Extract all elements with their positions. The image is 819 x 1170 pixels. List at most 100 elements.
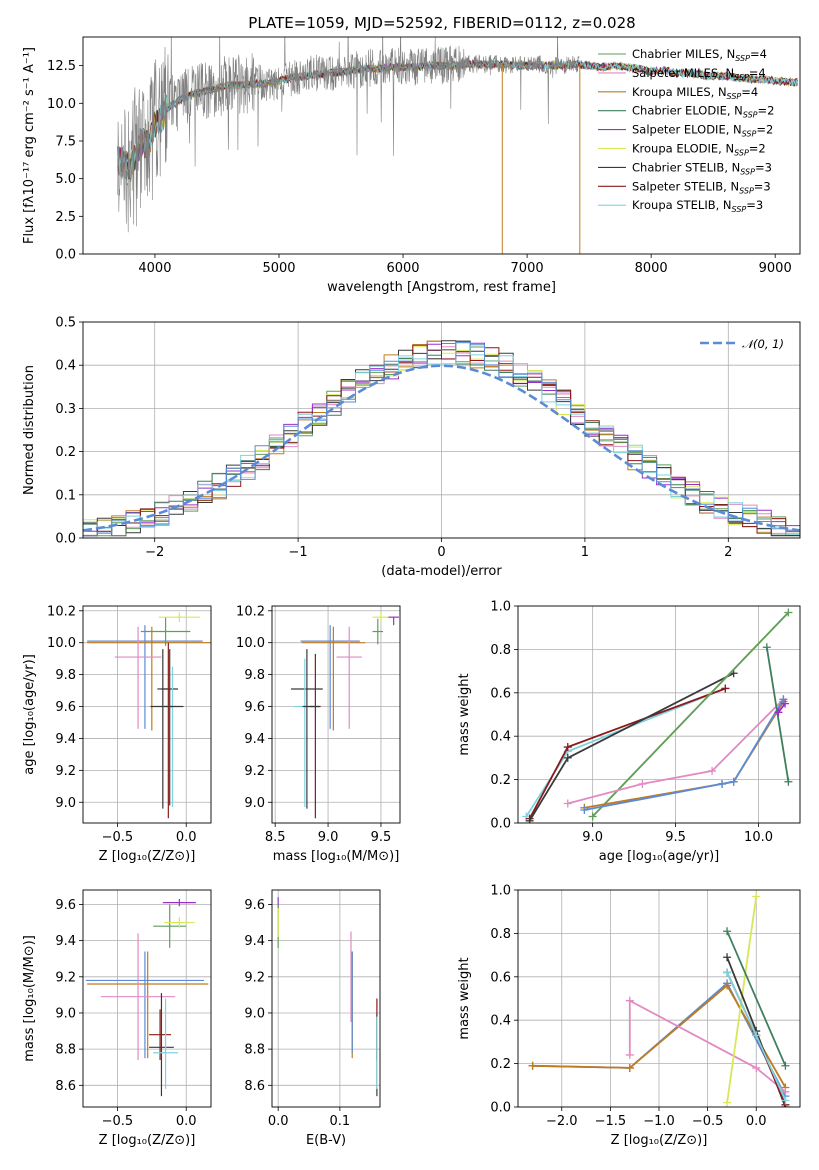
weight-series (580, 695, 788, 814)
y-tick-label: 0.4 (55, 359, 76, 374)
x-axis-label: wavelength [Angstrom, rest frame] (327, 280, 556, 295)
y-tick-label: 0.1 (55, 488, 76, 503)
y-tick-label: 10.0 (47, 636, 76, 651)
legend-entry: Salpeter MILES, NSSP=4 (632, 66, 766, 82)
errorbar-point (294, 658, 316, 808)
y-tick-label: 7.5 (55, 134, 76, 149)
weight-line (567, 698, 785, 805)
x-tick-label: −1.0 (643, 1114, 675, 1129)
errorbar-point (149, 1009, 172, 1060)
legend: 𝒩(0, 1) (700, 337, 784, 351)
weight-series (525, 684, 730, 823)
y-tick-label: 9.0 (244, 1006, 265, 1021)
legend-entry: Kroupa STELIB, NSSP=3 (632, 198, 763, 214)
weight-line (777, 703, 786, 713)
x-tick-label: 0.0 (746, 1114, 767, 1129)
y-tick-label: 0.8 (490, 927, 511, 942)
errorbar-point (87, 951, 209, 1059)
axes-frame (271, 889, 381, 1108)
x-tick-label: 0 (437, 545, 445, 560)
figure-title: PLATE=1059, MJD=52592, FIBERID=0112, z=0… (248, 14, 635, 32)
weight-marker (588, 812, 597, 821)
y-axis-label: mass [log₁₀(M/M⊙)] (22, 935, 37, 1062)
errorbar-point (85, 951, 205, 1059)
y-tick-label: 0.2 (55, 445, 76, 460)
y-tick-label: 0.2 (490, 1057, 511, 1072)
y-tick-label: 0.2 (490, 773, 511, 788)
y-tick-label: 8.8 (244, 1043, 265, 1058)
errorbar-point (153, 998, 178, 1089)
y-tick-label: 9.2 (55, 764, 76, 779)
y-tick-label: 10.0 (236, 636, 265, 651)
weight-marker (625, 1050, 634, 1059)
chart-mass-vs-Z: −0.5 0.0 8.6 8.8 9.0 9.2 9.4 9.6 Z [log₁₀(Z/Z⊙)]… (22, 889, 212, 1148)
x-tick-label: 8.5 (265, 830, 286, 845)
errorbar-point (140, 617, 191, 646)
x-tick-label: 1 (581, 545, 589, 560)
chart-age-vs-Z: −0.5 0.0 9.0 9.2 9.4 9.6 9.8 10.0 10.2 Z [log₁₀(Z… (22, 604, 212, 864)
y-axis-label: age [log₁₀(age/yr)] (22, 654, 37, 775)
errorbar-point (291, 649, 323, 809)
x-tick-label: 4000 (138, 261, 171, 276)
y-tick-label: 9.6 (244, 898, 265, 913)
x-tick-label: 8000 (635, 261, 668, 276)
weight-series (525, 669, 738, 823)
y-tick-label: 0.4 (490, 730, 511, 745)
weight-line (765, 647, 790, 782)
y-tick-label: 10.2 (47, 604, 76, 619)
y-tick-label: 10.2 (236, 604, 265, 619)
y-axis-label: mass weight (457, 673, 472, 755)
y-tick-label: 9.4 (244, 732, 265, 747)
errorbar-point (336, 626, 362, 729)
axes-frame (82, 321, 801, 539)
observed-spectrum (117, 37, 580, 233)
y-tick-label: 12.5 (47, 59, 76, 74)
errorbar-point (87, 625, 203, 729)
y-tick-label: 0.0 (490, 1101, 511, 1116)
weight-marker (718, 779, 727, 788)
errorbar-point (157, 649, 169, 809)
weight-marker (708, 766, 717, 775)
y-tick-label: 9.4 (244, 934, 265, 949)
errorbar-point (164, 917, 195, 928)
x-tick-label: 9.0 (318, 830, 339, 845)
axes-frame (82, 889, 212, 1108)
y-tick-label: 1.0 (490, 600, 511, 615)
weight-series (723, 892, 761, 1107)
weight-marker (784, 608, 793, 617)
x-tick-label: −0.5 (102, 1114, 134, 1129)
y-tick-label: 9.2 (244, 970, 265, 985)
weight-marker (781, 1061, 790, 1070)
weight-marker (752, 1031, 761, 1040)
x-axis-label: age [log₁₀(age/yr)] (599, 849, 720, 864)
legend-entry: Chabrier ELODIE, NSSP=2 (632, 104, 774, 120)
legend-entry: Kroupa ELODIE, NSSP=2 (632, 142, 766, 158)
x-tick-label: −1 (289, 545, 308, 560)
weight-marker (784, 777, 793, 786)
y-tick-label: 8.6 (55, 1079, 76, 1094)
axes-frame (271, 605, 401, 824)
plot-area (83, 322, 800, 538)
chart-residuals: −2 −1 0 1 2 0.0 0.1 0.2 0.3 0.4 0.5 (data-model)/er… (22, 316, 801, 579)
weight-series (723, 968, 790, 1105)
weight-marker (625, 1063, 634, 1072)
y-tick-label: 0.0 (490, 817, 511, 832)
x-axis-label: Z [log₁₀(Z/Z⊙)] (611, 1133, 708, 1148)
weight-marker (752, 1063, 761, 1072)
x-tick-label: 9.0 (582, 830, 603, 845)
chart-weight-vs-age: 9.0 9.5 10.0 0.0 0.2 0.4 0.6 0.8 1.0 age [log₁₀(a… (457, 600, 801, 864)
legend-entry: Kroupa MILES, NSSP=4 (632, 85, 758, 101)
weight-marker (752, 892, 761, 901)
x-axis-label: (data-model)/error (381, 564, 502, 579)
errorbar-point (162, 899, 196, 907)
y-tick-label: 9.6 (55, 700, 76, 715)
weight-marker (781, 1087, 790, 1096)
y-tick-label: 10.0 (47, 97, 76, 112)
y-tick-label: 8.8 (55, 1043, 76, 1058)
y-tick-label: 0.0 (55, 532, 76, 547)
legend-entry: Salpeter STELIB, NSSP=3 (632, 179, 771, 195)
weight-line (726, 930, 787, 1067)
axes-frame (517, 889, 801, 1108)
y-tick-label: 9.6 (244, 700, 265, 715)
legend-entry: Chabrier MILES, NSSP=4 (632, 47, 767, 63)
